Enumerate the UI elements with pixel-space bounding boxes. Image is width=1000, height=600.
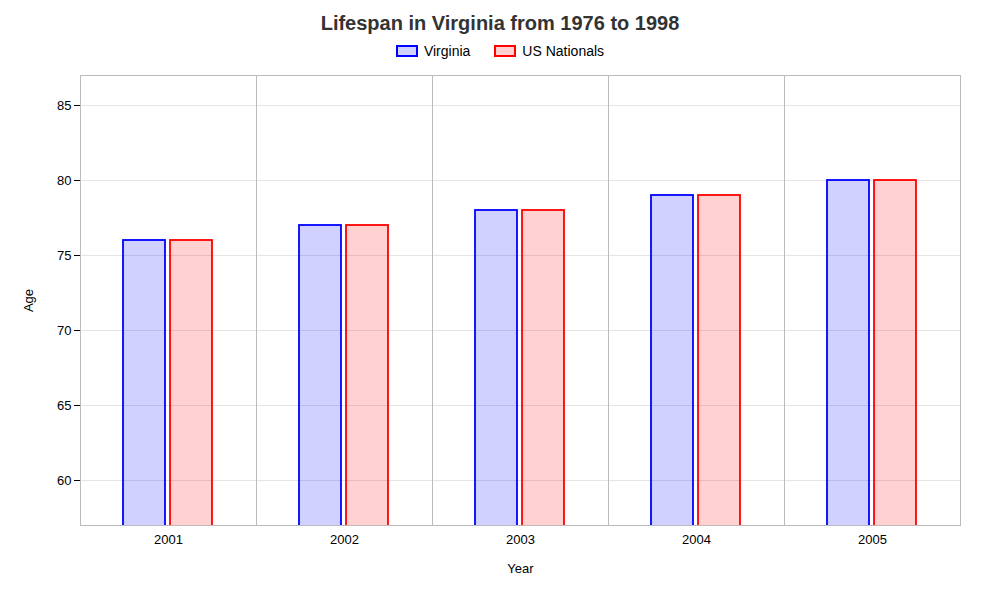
- svg-text:2002: 2002: [330, 532, 359, 547]
- svg-text:Year: Year: [507, 561, 534, 576]
- html-text:US Nationals: US Nationals: [522, 43, 605, 59]
- svg-text:2003: 2003: [506, 532, 535, 547]
- svg-text:2004: 2004: [682, 532, 711, 547]
- html-text:Lifespan in Virginia from 1976: Lifespan in Virginia from 1976 to 1998: [320, 12, 680, 34]
- svg-text:85: 85: [57, 98, 71, 113]
- svg-text:65: 65: [57, 398, 71, 413]
- svg-text:80: 80: [57, 173, 71, 188]
- svg-text:60: 60: [57, 473, 71, 488]
- html-text:Virginia: Virginia: [423, 43, 471, 59]
- svg-text:2005: 2005: [858, 532, 887, 547]
- svg-text:2001: 2001: [154, 532, 183, 547]
- svg-text:75: 75: [57, 248, 71, 263]
- svg-text:Age: Age: [21, 289, 36, 312]
- svg-text:70: 70: [57, 323, 71, 338]
